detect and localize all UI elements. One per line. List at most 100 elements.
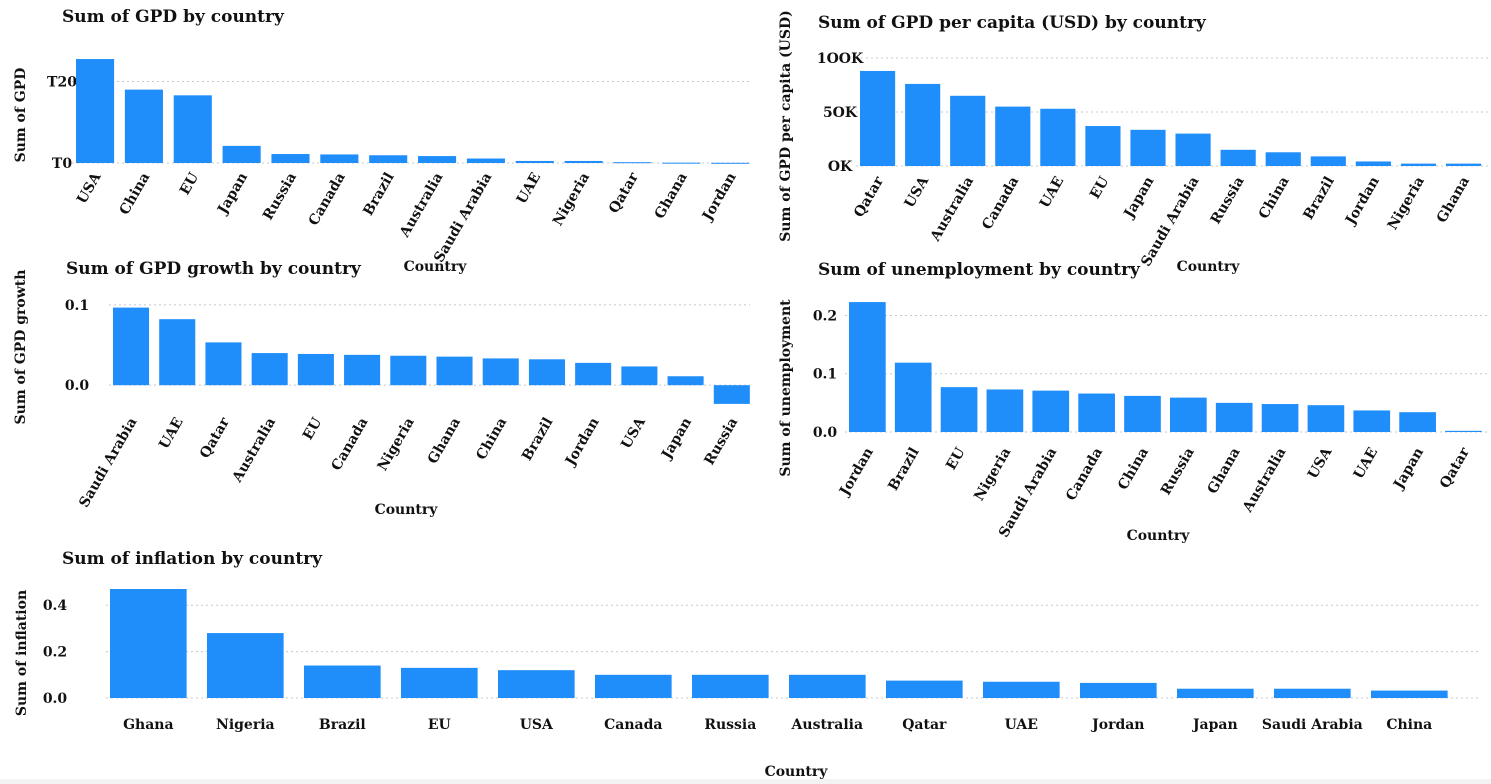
- bar: [297, 353, 334, 386]
- x-axis-label: Country: [404, 259, 468, 275]
- x-tick-label: UAE: [1037, 174, 1068, 211]
- bar: [113, 307, 150, 386]
- bar: [173, 95, 212, 163]
- bar: [1307, 405, 1345, 432]
- x-tick-label: Canada: [306, 170, 349, 229]
- x-tick-label: Australia: [229, 415, 279, 486]
- x-tick-label: Japan: [1120, 174, 1157, 222]
- bar: [1445, 163, 1482, 166]
- x-tick-label: Ghana: [425, 415, 464, 467]
- bar: [1355, 161, 1391, 166]
- y-tick-label: 0.0: [43, 691, 68, 707]
- bar: [1220, 149, 1256, 166]
- chart-gdp-growth: Sum of GPD growth by country Sum of GPD …: [0, 255, 760, 525]
- bar: [1032, 390, 1070, 432]
- bar: [304, 665, 381, 698]
- bar: [1177, 688, 1254, 698]
- x-axis-label: Country: [375, 502, 439, 518]
- bar: [482, 358, 519, 386]
- bar: [320, 154, 359, 163]
- bar: [1080, 682, 1157, 698]
- bar: [575, 362, 612, 386]
- bottom-scroll-strip: [0, 779, 1491, 784]
- x-tick-label: Brazil: [519, 415, 556, 464]
- x-tick-label: Nigeria: [216, 717, 275, 733]
- x-axis-label: Country: [1177, 259, 1241, 275]
- x-tick-label: Qatar: [902, 717, 947, 733]
- bar: [369, 155, 408, 163]
- bar: [995, 106, 1031, 166]
- x-tick-label: Nigeria: [550, 170, 593, 229]
- x-tick-label: China: [1115, 445, 1152, 493]
- bar: [207, 633, 284, 698]
- bar: [860, 70, 896, 166]
- bar: [905, 83, 941, 166]
- x-tick-label: UAE: [1351, 445, 1382, 482]
- bar: [1310, 156, 1346, 166]
- x-tick-label: Brazil: [360, 170, 397, 219]
- y-tick-label: T20: [47, 74, 77, 90]
- x-tick-label: Japan: [214, 170, 251, 218]
- x-tick-label: Russia: [701, 415, 741, 468]
- bar: [711, 162, 750, 164]
- x-tick-label: USA: [74, 169, 105, 207]
- bar: [621, 366, 658, 386]
- bar: [1124, 395, 1161, 432]
- x-tick-label: USA: [618, 414, 649, 452]
- y-axis-label: Sum of GPD per capita (USD): [778, 10, 794, 241]
- x-tick-label: USA: [902, 173, 933, 211]
- plot-area: T0 T20 USA China EU Japan Russia Canada Brazil Au…: [47, 59, 750, 265]
- x-tick-label: Jordan: [836, 445, 877, 500]
- x-tick-label: EU: [300, 415, 325, 443]
- x-tick-label: Nigeria: [375, 415, 418, 474]
- chart-gdp-svg: Sum of GPD by country Sum of GPD Country…: [13, 7, 750, 275]
- y-axis-label: Sum of GPD growth: [13, 270, 29, 425]
- bar: [1261, 404, 1299, 432]
- chart-gdp: Sum of GPD by country Sum of GPD Country…: [0, 0, 760, 280]
- plot-area: 0.0 0.2 0.4 Ghana Nigeria Brazil EU USA Canada Ru…: [43, 589, 1480, 733]
- x-tick-label: Canada: [979, 174, 1022, 233]
- bar: [692, 674, 769, 698]
- bar: [515, 160, 554, 163]
- chart-title: Sum of inflation by country: [62, 549, 323, 569]
- y-tick-label: 0.4: [43, 598, 68, 614]
- chart-unemployment: Sum of unemployment by country Sum of un…: [760, 255, 1491, 545]
- bar: [1040, 108, 1076, 166]
- bar: [564, 160, 603, 163]
- bar: [110, 589, 187, 698]
- bar: [205, 342, 242, 386]
- x-tick-label: Brazil: [885, 445, 922, 494]
- bar: [466, 158, 505, 163]
- bar: [1400, 163, 1437, 166]
- y-tick-label: 0.1: [65, 298, 89, 314]
- x-axis-label: Country: [1127, 528, 1191, 544]
- bar: [1274, 688, 1351, 698]
- bar: [222, 145, 261, 163]
- bar: [886, 680, 963, 698]
- chart-gdp-per-capita-svg: Sum of GPD per capita (USD) by country S…: [778, 10, 1488, 275]
- bar: [1130, 129, 1166, 166]
- x-tick-label: UAE: [156, 415, 187, 452]
- chart-title: Sum of GPD by country: [62, 7, 285, 27]
- chart-gdp-per-capita: Sum of GPD per capita (USD) by country S…: [760, 0, 1491, 280]
- bar: [789, 674, 866, 698]
- x-tick-label: Jordan: [699, 170, 740, 225]
- bar: [271, 154, 310, 163]
- chart-gdp-growth-svg: Sum of GPD growth by country Sum of GPD …: [13, 259, 750, 518]
- y-axis-label: Sum of GPD: [13, 68, 29, 163]
- y-tick-label: 5OK: [823, 105, 858, 121]
- bar: [390, 355, 427, 386]
- bar: [401, 667, 478, 698]
- x-tick-label: Japan: [1390, 445, 1427, 493]
- bar: [528, 359, 565, 386]
- y-tick-label: 0.2: [813, 308, 837, 324]
- x-tick-label: Russia: [704, 717, 756, 733]
- bar: [713, 385, 750, 404]
- y-tick-label: 0.0: [65, 378, 90, 394]
- chart-unemployment-svg: Sum of unemployment by country Sum of un…: [778, 260, 1488, 544]
- x-tick-label: Nigeria: [971, 445, 1014, 504]
- x-tick-label: China: [1386, 717, 1432, 733]
- bar: [344, 354, 381, 386]
- bar: [983, 681, 1060, 698]
